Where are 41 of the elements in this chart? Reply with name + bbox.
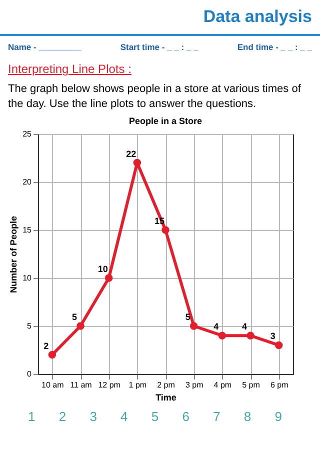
- data-label: 22: [126, 148, 136, 158]
- y-axis-title: Number of People: [8, 216, 19, 293]
- data-label: 4: [242, 321, 248, 332]
- y-tick-label: 10: [22, 273, 32, 282]
- y-tick-label: 5: [27, 321, 32, 330]
- point: [274, 341, 283, 349]
- x-tick-label: 11 am: [70, 380, 92, 390]
- point: [133, 158, 142, 166]
- text: End time - _ _ : _ _: [237, 42, 312, 52]
- x-tick-label: 3 pm: [185, 380, 204, 390]
- y-tick-label: 0: [27, 369, 32, 378]
- data-label: 5: [72, 312, 78, 322]
- text: Start time - _ _ : _ _: [120, 42, 198, 52]
- data-label: 10: [98, 264, 108, 274]
- point: [190, 322, 198, 330]
- data-label: 2: [44, 340, 49, 350]
- x-tick-label: 4 pm: [214, 380, 232, 390]
- y-tick-label: 25: [22, 129, 32, 138]
- x-tick-label: 2 pm: [157, 380, 176, 390]
- x-tick-label: 5 pm: [242, 380, 260, 390]
- y-tick-label: 20: [22, 177, 32, 186]
- point: [48, 350, 56, 358]
- x-tick-label: 12 pm: [98, 380, 121, 390]
- y-tick-label: 15: [22, 225, 32, 234]
- data-label: 3: [270, 330, 276, 341]
- x-axis-title: Time: [156, 392, 176, 402]
- x-tick-label: 6 pm: [270, 380, 289, 390]
- x-tick-label: 10 am: [42, 380, 64, 390]
- chart-title: People in a Store: [128, 116, 202, 126]
- point: [162, 226, 170, 234]
- x-tick-label: 1 pm: [128, 380, 147, 390]
- text: Interpreting Line Plots :: [7, 61, 132, 78]
- text: The graph below shows people in a store at various times of the day. Use the line plots to answer the questions.: [7, 82, 302, 112]
- text: Name - _________: [8, 42, 82, 52]
- text: Data analysis: [203, 7, 312, 27]
- point: [76, 322, 84, 330]
- text: 1 2 3 4 5 6 7 8 9: [27, 408, 293, 424]
- point: [104, 274, 113, 282]
- point: [246, 331, 254, 340]
- point: [218, 331, 226, 340]
- data-label: 4: [214, 321, 219, 332]
